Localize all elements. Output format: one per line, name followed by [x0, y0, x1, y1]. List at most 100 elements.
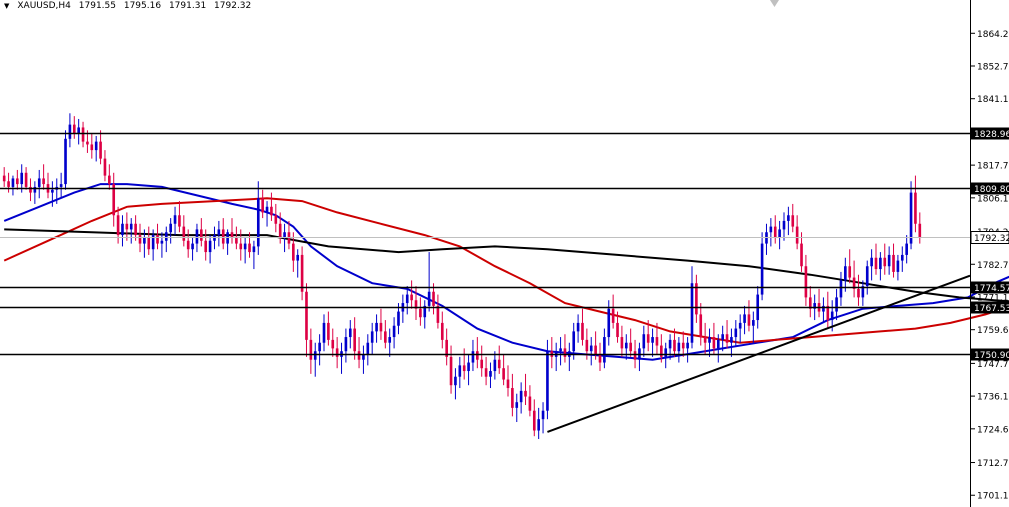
price-axis-tick-label: 1724.60 — [977, 425, 1009, 435]
price-axis-tick-label: 1736.15 — [977, 393, 1009, 403]
candle — [151, 229, 155, 261]
candle-body — [699, 314, 703, 338]
trendline-layer[interactable] — [547, 274, 971, 433]
candle — [743, 305, 746, 335]
candle — [77, 118, 80, 145]
price-axis-tick-label: 1759.60 — [977, 326, 1009, 336]
candle — [335, 337, 339, 369]
candle — [392, 317, 396, 349]
candle — [752, 311, 755, 343]
candle-body — [629, 342, 632, 352]
candle-body — [445, 339, 448, 357]
candle-body — [243, 243, 247, 250]
candle — [221, 218, 225, 250]
candle — [493, 351, 497, 380]
candle-body — [283, 232, 286, 238]
level-price-label-bg — [971, 182, 1009, 195]
candle-body — [278, 223, 282, 238]
candle — [37, 169, 41, 199]
candle-body — [879, 257, 882, 270]
candle — [484, 356, 488, 386]
candle — [134, 215, 137, 241]
level-price-label: 1828.96 — [974, 130, 1009, 140]
level-labels: 1828.96 1809.80 1774.57 1767.53 1750.90 1792.… — [970, 127, 1009, 361]
candle-body — [489, 371, 492, 377]
candle — [835, 288, 838, 321]
candle — [375, 314, 378, 343]
candle — [274, 203, 278, 233]
candle — [546, 339, 549, 420]
candle-body — [318, 342, 321, 352]
candle-body — [738, 322, 742, 329]
candle — [313, 342, 317, 377]
candle-body — [808, 297, 812, 309]
price-axis: 1701.15 1712.70 1724.60 1736.15 1747.70 1759.… — [970, 30, 1009, 502]
candle-body — [427, 291, 431, 306]
candle — [664, 342, 668, 369]
candle-body — [581, 322, 584, 340]
candle-body — [865, 266, 869, 287]
candle-body — [200, 229, 203, 241]
candle — [624, 334, 628, 360]
candle-body — [848, 266, 852, 278]
candle — [822, 297, 825, 323]
candle — [357, 337, 361, 369]
candle-body — [905, 243, 908, 255]
candle-body — [108, 175, 111, 185]
candle-body — [29, 186, 32, 193]
candle-body — [419, 308, 422, 318]
candle — [252, 240, 256, 270]
candle — [300, 246, 304, 301]
candle-body — [703, 337, 707, 343]
candle-body — [576, 322, 580, 332]
candle — [7, 172, 10, 193]
candle — [673, 328, 676, 357]
candle — [896, 254, 900, 281]
candle-body — [296, 254, 300, 261]
candle-body — [256, 198, 260, 247]
price-axis-tick-label: 1747.70 — [977, 360, 1009, 370]
candle-body — [835, 297, 838, 312]
horizontal-levels[interactable] — [0, 132, 970, 356]
candle-body — [392, 325, 396, 338]
candle-body — [270, 206, 273, 216]
candle-body — [681, 342, 685, 349]
level-price-label-bg — [971, 301, 1009, 314]
candle-body — [335, 348, 339, 357]
candle-body — [143, 237, 146, 244]
candle — [248, 232, 251, 258]
candle — [471, 339, 475, 372]
candle-body — [826, 305, 830, 321]
candle — [611, 294, 615, 329]
candle-body — [51, 189, 54, 193]
candle-body — [620, 337, 624, 349]
candle-body — [112, 184, 116, 216]
candle — [502, 354, 505, 386]
candle-body — [822, 305, 825, 312]
dropdown-triangle-icon[interactable]: ▼ — [4, 2, 10, 10]
candle-body — [344, 337, 348, 352]
candle-body — [2, 175, 6, 182]
candle — [874, 243, 878, 275]
candle-body — [414, 300, 418, 309]
candle-body — [730, 337, 733, 343]
current-price-label-bg — [970, 231, 1009, 244]
header-high: 1795.16 — [123, 1, 162, 11]
candle-body — [725, 334, 729, 343]
candle — [668, 334, 672, 360]
candle-body — [830, 311, 834, 321]
moving-average-line-2 — [3, 197, 1009, 344]
trendline[interactable] — [547, 274, 971, 433]
candle — [769, 218, 773, 247]
chart-shift-marker-icon[interactable] — [770, 0, 779, 7]
candle — [747, 300, 751, 332]
candle-body — [388, 337, 392, 343]
candle — [449, 345, 453, 394]
candle-body — [195, 229, 199, 244]
candle — [90, 133, 94, 159]
candle-body — [624, 342, 628, 349]
candle-body — [708, 337, 711, 343]
candle-body — [660, 345, 663, 357]
candle — [506, 365, 510, 397]
